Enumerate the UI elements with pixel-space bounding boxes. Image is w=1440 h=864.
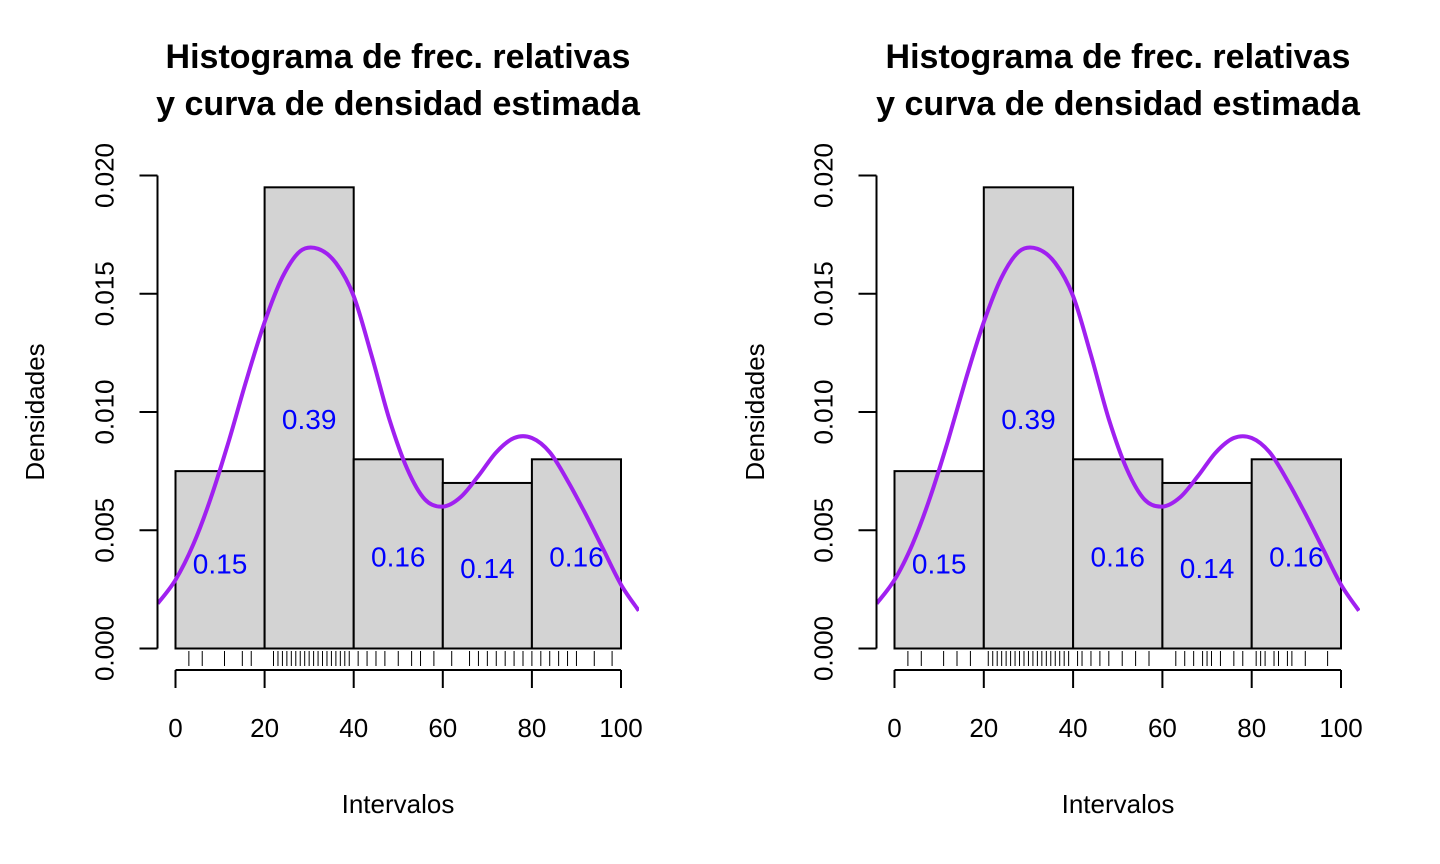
x-tick-label: 60: [1148, 713, 1177, 743]
bar-label: 0.14: [460, 553, 515, 584]
x-tick-label: 40: [1059, 713, 1088, 743]
density-curve: [157, 245, 639, 612]
bar-label: 0.16: [549, 541, 604, 572]
x-tick-label: 0: [168, 713, 182, 743]
x-tick-label: 100: [1319, 713, 1362, 743]
bar-label: 0.14: [1180, 553, 1235, 584]
y-tick-label: 0.005: [809, 498, 839, 563]
y-axis-label: Densidades: [740, 343, 770, 480]
x-tick-label: 80: [1237, 713, 1266, 743]
density-curve: [876, 245, 1360, 612]
y-tick-label: 0.010: [809, 379, 839, 444]
bar-label: 0.16: [1091, 541, 1146, 572]
x-tick-label: 20: [250, 713, 279, 743]
histogram-bar: [352, 458, 444, 650]
x-tick-label: 100: [599, 713, 642, 743]
y-tick-label: 0.005: [90, 498, 120, 563]
x-tick-label: 80: [517, 713, 546, 743]
bar-label: 0.39: [282, 404, 337, 435]
histogram-bar: [893, 470, 985, 650]
chart-title-line-1: Histograma de frec. relativas: [166, 38, 631, 76]
x-tick-label: 20: [969, 713, 998, 743]
y-tick-label: 0.015: [90, 261, 120, 326]
chart-panel-right: Histograma de frec. relativas y curva de …: [740, 38, 1363, 819]
chart-title-line-1: Histograma de frec. relativas: [886, 38, 1351, 76]
chart-title-line-2: y curva de densidad estimada: [876, 85, 1361, 123]
x-axis-label: Intervalos: [1062, 789, 1175, 819]
y-tick-label: 0.015: [809, 261, 839, 326]
x-tick-label: 60: [428, 713, 457, 743]
bar-label: 0.15: [912, 548, 967, 579]
y-axis-label: Densidades: [20, 343, 50, 480]
histogram-bar: [1161, 481, 1253, 650]
y-tick-label: 0.010: [90, 379, 120, 444]
x-axis-label: Intervalos: [342, 789, 455, 819]
bar-label: 0.15: [193, 548, 248, 579]
y-tick-label: 0.000: [809, 616, 839, 681]
y-tick-label: 0.020: [90, 143, 120, 208]
bar-label: 0.16: [371, 541, 426, 572]
bar-label: 0.16: [1269, 541, 1324, 572]
chart-panel-left: Histograma de frec. relativas y curva de …: [20, 38, 643, 819]
y-tick-label: 0.000: [90, 616, 120, 681]
bar-label: 0.39: [1001, 404, 1056, 435]
x-tick-label: 40: [339, 713, 368, 743]
x-tick-label: 0: [887, 713, 901, 743]
histogram-bar: [174, 470, 266, 650]
chart-title-line-2: y curva de densidad estimada: [156, 85, 641, 123]
y-tick-label: 0.020: [809, 143, 839, 208]
